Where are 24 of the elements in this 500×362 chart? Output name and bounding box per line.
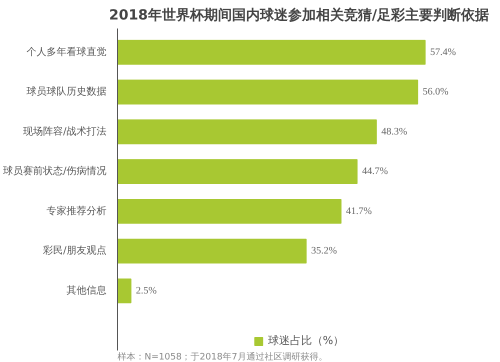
data-label: 56.0%: [422, 86, 448, 98]
data-label: 35.2%: [311, 246, 337, 257]
data-label: 48.3%: [381, 126, 408, 138]
y-tick-label: 现场阵容/战术打法: [23, 125, 107, 138]
data-label: 2.5%: [136, 285, 157, 296]
chart-title: 2018年世界杯期间国内球迷参加相关竞猜/足彩主要判断依据: [108, 6, 490, 24]
y-tick-label: 球员球队历史数据: [26, 86, 106, 98]
data-label: 57.4%: [430, 46, 456, 58]
bar: [118, 278, 132, 304]
y-tick-label: 个人多年看球直觉: [26, 46, 106, 58]
bar: [118, 198, 342, 224]
bar: [118, 119, 377, 144]
bar: [118, 159, 358, 184]
bar: [118, 238, 307, 264]
y-tick-label: 专家推荐分析: [46, 204, 106, 217]
text: 样本：N=1058；于2018年7月通过社区调研获得。: [118, 352, 328, 362]
y-tick-label: 其他信息: [66, 284, 106, 296]
data-label: 44.7%: [362, 166, 388, 178]
bar: [118, 40, 426, 65]
bar: [118, 80, 418, 105]
y-tick-label: 彩民/朋友观点: [43, 244, 107, 257]
data-label: 41.7%: [346, 206, 372, 217]
y-tick-label: 球员赛前状态/伤病情况: [3, 165, 107, 178]
legend-label: 球迷占比（%）: [268, 333, 344, 348]
